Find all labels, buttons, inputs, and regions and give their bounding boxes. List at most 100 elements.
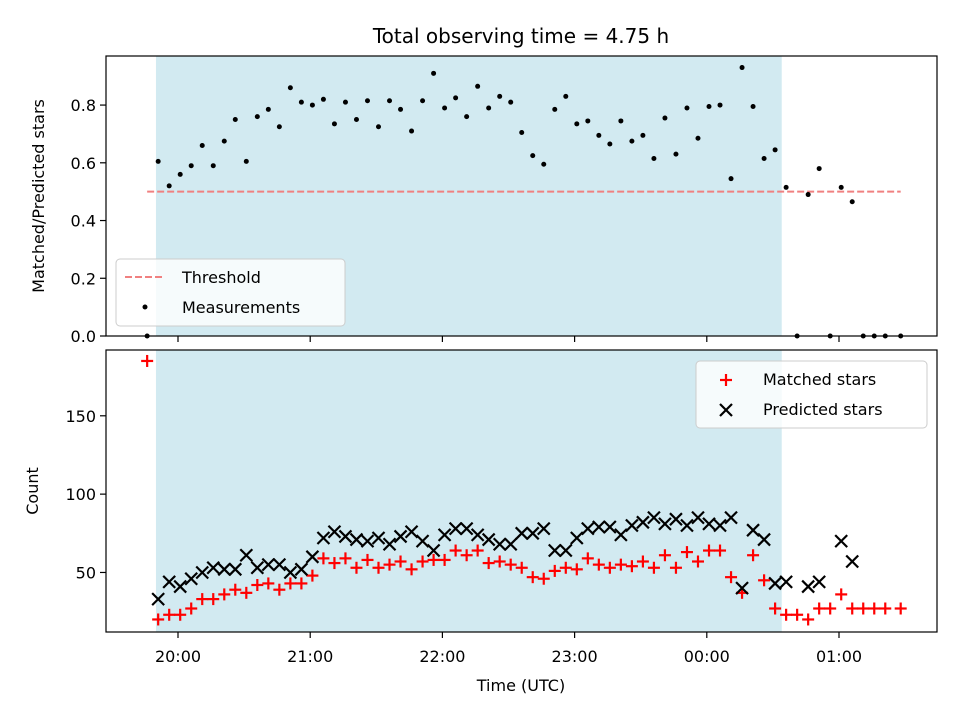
matched-star-point [284,577,297,590]
matched-star-point [460,549,473,562]
matched-star-point [438,553,451,566]
matched-star-point [493,555,506,568]
matched-star-point [625,560,638,573]
measurement-point [607,141,613,147]
matched-star-point [537,572,550,585]
predicted-stars-points [151,510,859,606]
measurement-point [772,147,778,153]
measurement-point [717,102,723,108]
measurement-point [155,158,161,164]
predicted-legend-label: Predicted stars [763,400,883,419]
predicted-star-point [779,575,793,589]
measurement-point [541,161,547,167]
predicted-star-point [426,543,441,558]
bottom-x-tick-label: 00:00 [684,647,730,666]
predicted-star-point [382,537,397,552]
matched-star-point [174,608,187,621]
bottom-y-tick-label: 150 [65,407,96,426]
predicted-star-point [713,518,727,533]
matched-star-point [449,544,462,557]
matched-star-point [240,586,253,599]
measurement-point [739,65,745,71]
measurement-point [486,105,492,111]
measurement-point [464,114,470,120]
predicted-star-point [647,510,661,525]
predicted-star-point [151,592,165,606]
measurement-point [320,96,326,102]
matched-star-point [482,557,495,570]
matched-star-point [229,583,242,596]
figure-title: Total observing time = 4.75 h [372,24,669,48]
predicted-star-point [459,521,474,536]
measurement-point [684,105,690,111]
predicted-star-point [437,528,452,542]
predicted-star-point [547,543,562,558]
matched-star-point [262,577,275,590]
bottom-axes-frame [105,349,938,633]
predicted-star-point [570,531,584,545]
top-x-ticks [177,336,840,342]
bottom-x-tick-label: 23:00 [552,647,598,666]
matched-star-point [251,579,264,591]
predicted-star-point [536,521,551,536]
matched-star-point [306,569,319,582]
matched-star-point [416,555,429,568]
bottom-y-tick-label: 50 [76,563,96,582]
predicted-star-point [746,523,760,537]
measurement-point [596,132,602,138]
top-y-axis-label: Matched/Predicted stars [29,99,48,293]
matched-star-point [339,552,352,565]
predicted-star-point [845,554,859,569]
predicted-star-point [371,531,386,545]
predicted-legend-swatch [719,403,733,417]
measurement-points [144,65,904,339]
predicted-star-point [195,565,210,580]
measurement-point [431,70,437,76]
matched-star-point [669,561,682,574]
predicted-star-point [559,543,573,558]
matched-star-point [295,577,308,590]
matched-star-point [152,613,165,626]
measurement-point [409,128,415,134]
predicted-star-point [525,526,540,541]
matched-star-point [592,558,605,571]
predicted-star-point [636,515,650,530]
measurement-point [508,99,514,105]
matched-star-point [747,549,760,562]
measurement-point [353,117,359,123]
predicted-star-point [415,534,430,548]
top-legend-box [115,258,346,327]
bottom-legend: Matched stars Predicted stars [695,360,928,429]
measurement-point [453,95,459,101]
bottom-y-ticks: 50 100 150 [65,407,106,582]
predicted-star-point [592,520,606,534]
predicted-star-point [702,517,716,531]
matched-star-point [879,602,892,615]
measurement-point [243,158,249,164]
matched-star-point [703,544,716,557]
measurement-point [816,166,822,172]
top-y-tick-label: 0.4 [71,212,96,231]
measurement-point [838,184,844,190]
measurement-point [177,171,183,177]
matched-star-point [846,602,859,615]
predicted-star-point [404,524,419,539]
predicted-star-point [316,531,331,545]
measurement-point [420,98,426,104]
predicted-star-point [294,562,309,577]
matched-star-point [680,546,693,559]
measurement-point [232,117,238,123]
x-axis-label: Time (UTC) [476,676,565,695]
matched-star-point [658,549,671,562]
measurement-point [364,98,370,104]
matched-star-point [141,354,154,367]
matched-star-point [515,561,528,574]
predicted-star-point [448,521,463,536]
predicted-star-point [812,575,826,589]
predicted-star-point [481,532,496,547]
predicted-star-point [239,548,254,563]
measurements-legend-label: Measurements [182,298,300,317]
predicted-star-point [768,576,782,591]
predicted-star-point [492,537,507,552]
matched-star-point [570,563,583,576]
